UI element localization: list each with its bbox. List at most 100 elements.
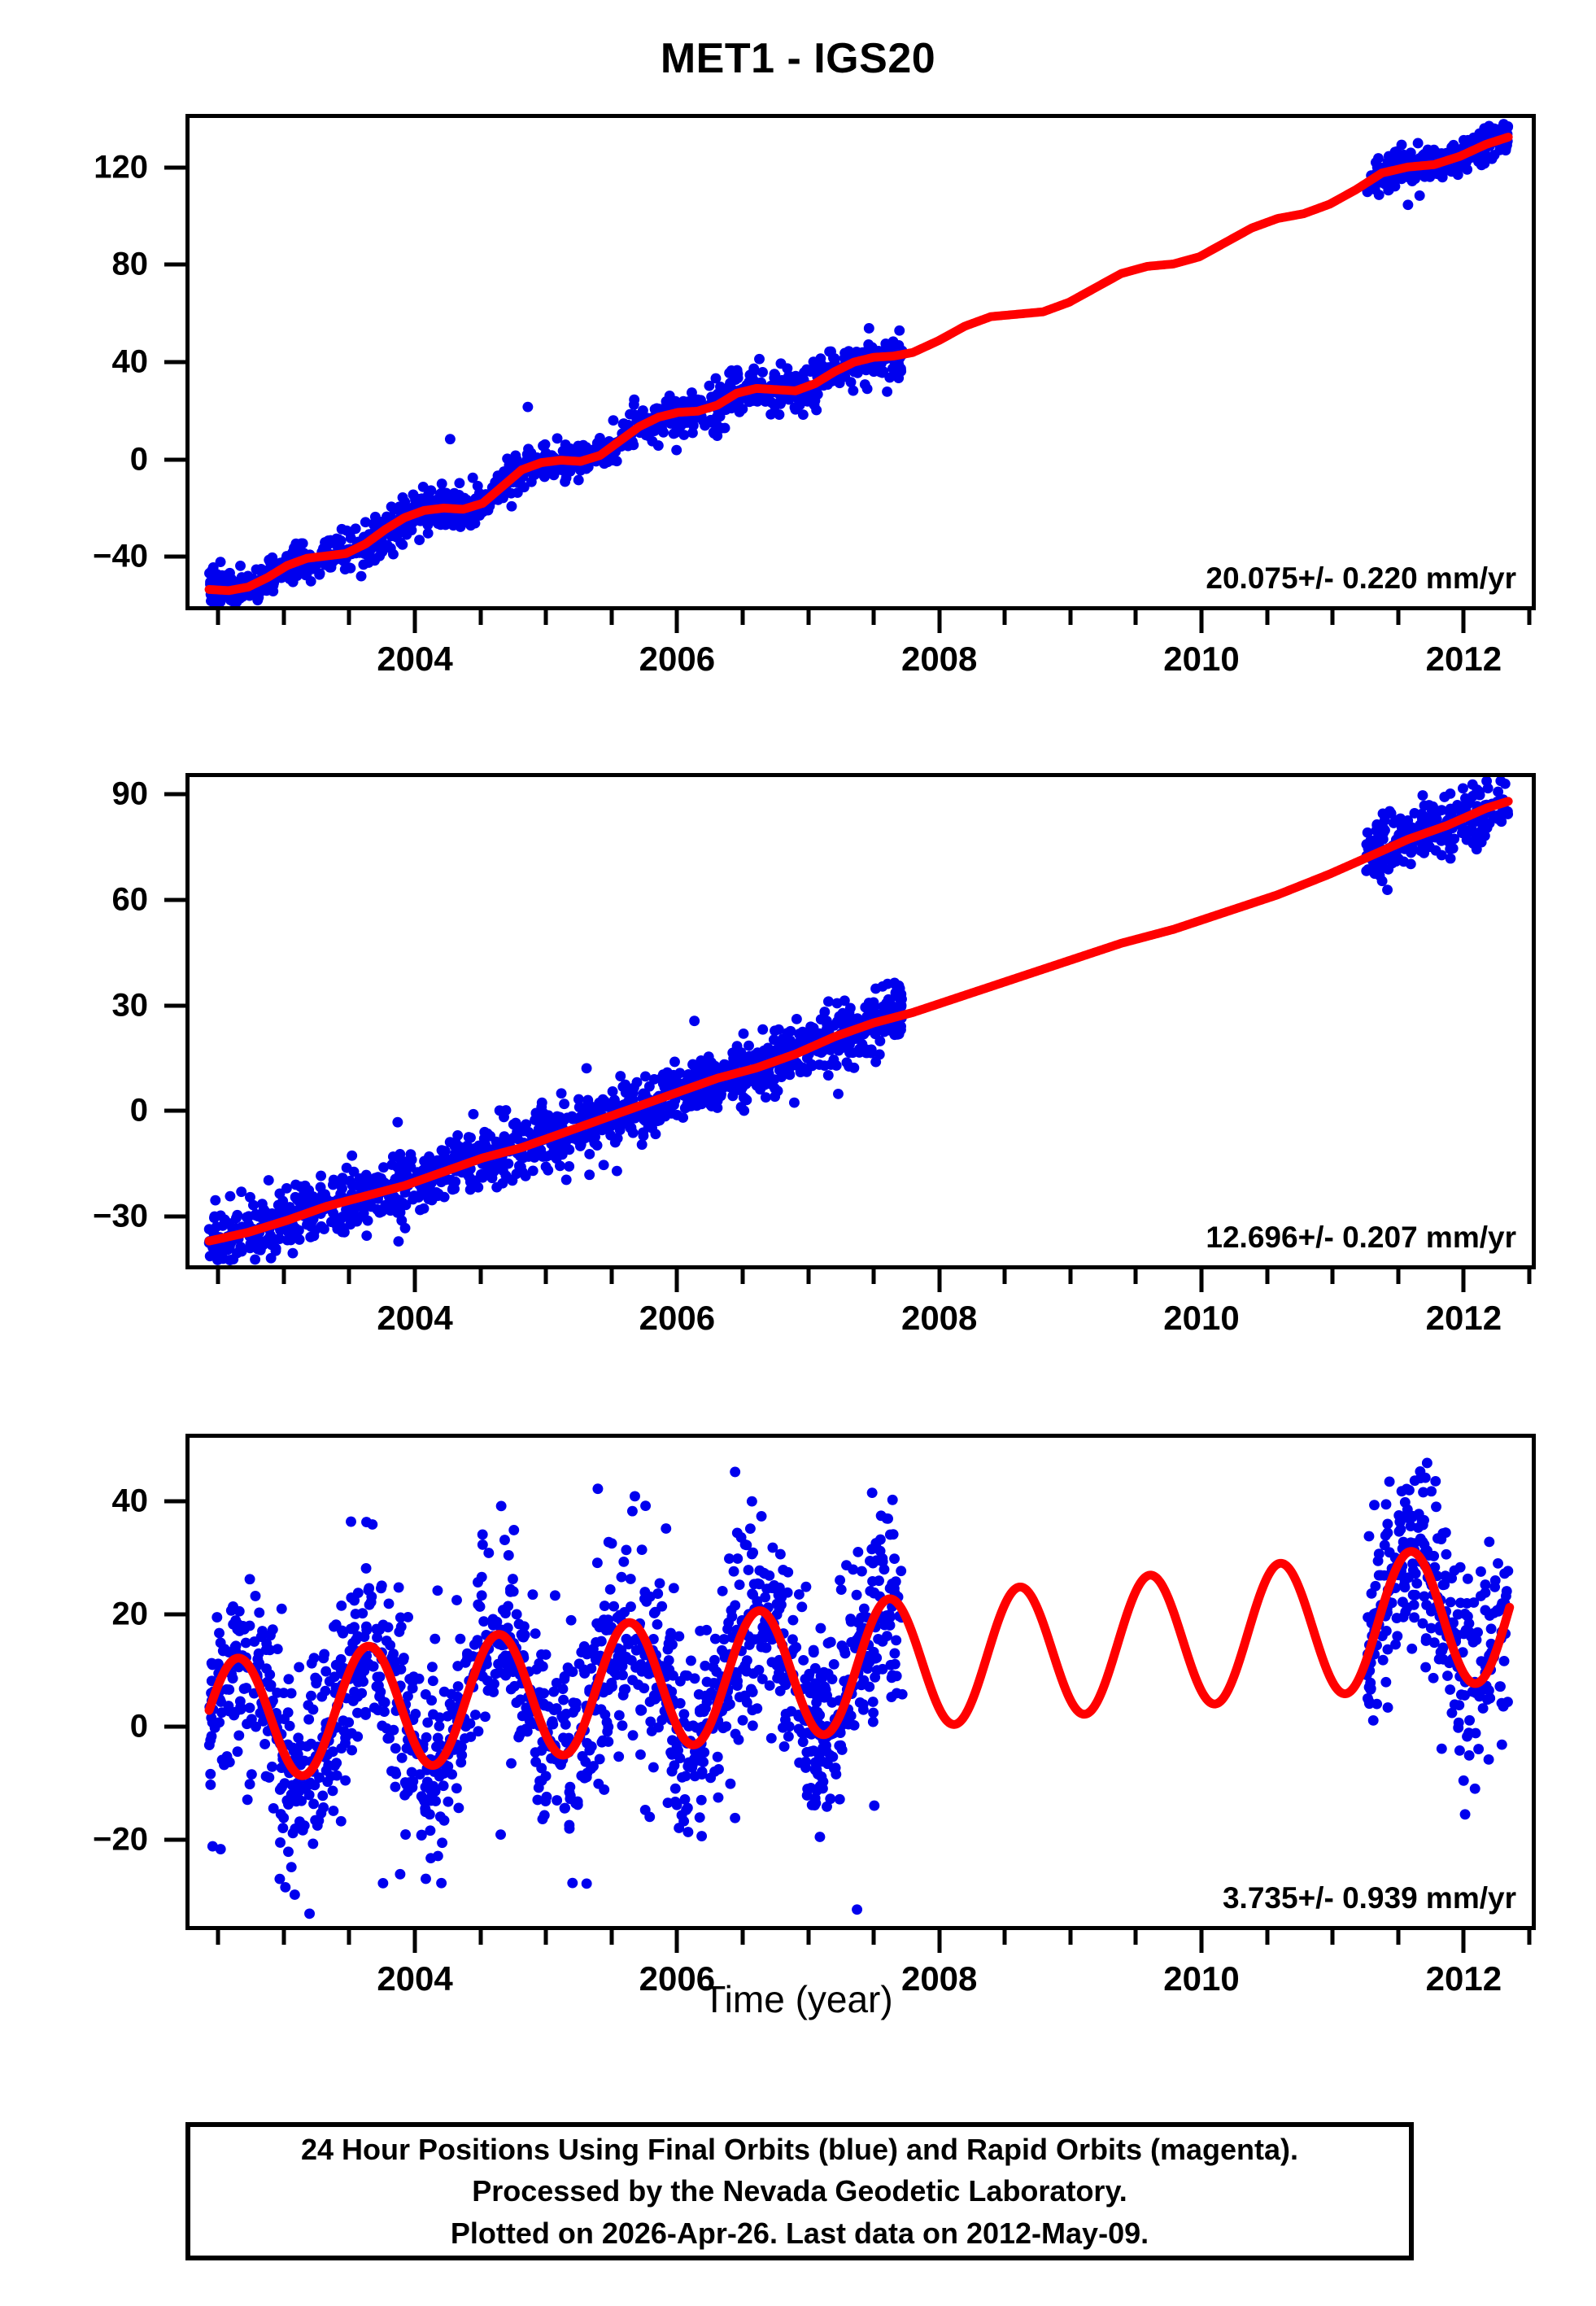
data-point xyxy=(428,1780,439,1792)
data-point xyxy=(685,1655,696,1666)
data-point xyxy=(809,362,820,373)
data-point xyxy=(661,1523,672,1534)
data-point xyxy=(814,1710,826,1721)
x-tick-mark-minor xyxy=(1396,1269,1401,1284)
data-point xyxy=(647,435,658,447)
data-point xyxy=(219,1759,229,1771)
data-point xyxy=(317,1790,329,1802)
data-point xyxy=(774,1582,785,1593)
data-point xyxy=(451,1783,462,1794)
data-point xyxy=(818,1666,830,1678)
data-point xyxy=(364,1174,376,1185)
data-point xyxy=(373,1705,384,1716)
data-point xyxy=(1475,1591,1486,1601)
data-point xyxy=(1458,1775,1469,1786)
data-point xyxy=(525,476,537,487)
data-point xyxy=(473,1599,484,1610)
data-point xyxy=(785,1025,796,1037)
data-point xyxy=(539,1688,550,1699)
data-point xyxy=(335,1178,347,1190)
data-point xyxy=(1483,1754,1494,1765)
data-point xyxy=(752,1578,764,1589)
y-tick-label: 30 xyxy=(111,987,149,1024)
data-point xyxy=(506,500,517,512)
data-point xyxy=(1420,1662,1432,1673)
data-point xyxy=(378,1162,389,1173)
data-point xyxy=(390,1173,401,1185)
data-point xyxy=(538,1108,549,1119)
data-point xyxy=(547,1719,559,1730)
data-point xyxy=(1363,864,1374,875)
data-point xyxy=(332,1223,343,1234)
data-point xyxy=(844,1047,855,1058)
data-point xyxy=(536,1762,547,1774)
data-point xyxy=(1369,1500,1380,1511)
data-point xyxy=(683,1721,695,1732)
data-point xyxy=(527,1589,539,1601)
data-point xyxy=(752,1633,764,1644)
data-point xyxy=(1412,138,1424,149)
data-point xyxy=(510,1117,521,1129)
data-point xyxy=(754,353,765,365)
data-point xyxy=(682,1671,693,1681)
data-point xyxy=(494,1105,505,1116)
data-point xyxy=(648,1112,659,1123)
data-point xyxy=(891,1635,902,1646)
y-tick-label: −20 xyxy=(93,1821,148,1858)
data-point xyxy=(1445,1684,1456,1695)
data-point xyxy=(578,1664,590,1675)
data-point xyxy=(743,1040,754,1051)
data-point xyxy=(1418,1487,1429,1498)
data-point xyxy=(747,1720,758,1732)
data-point xyxy=(268,1802,279,1814)
data-point xyxy=(878,365,889,377)
x-tick-mark-major xyxy=(937,610,942,633)
data-point xyxy=(854,1697,866,1708)
data-point xyxy=(313,1815,325,1826)
data-point xyxy=(674,1753,686,1764)
data-point xyxy=(294,1196,305,1208)
data-point xyxy=(327,1785,338,1797)
data-point xyxy=(511,454,522,465)
data-point xyxy=(775,1599,787,1610)
data-point xyxy=(383,1598,395,1609)
data-point xyxy=(568,1697,579,1708)
data-point xyxy=(346,1516,356,1527)
data-point xyxy=(591,1140,603,1151)
data-point xyxy=(1389,156,1400,168)
data-point xyxy=(603,1721,614,1732)
data-point xyxy=(548,1686,560,1697)
x-tick-mark-major xyxy=(1199,1930,1204,1953)
data-point xyxy=(343,562,355,573)
data-point xyxy=(506,1758,517,1769)
data-point xyxy=(576,1770,587,1781)
data-point xyxy=(774,1662,786,1674)
data-point xyxy=(1371,819,1383,830)
data-point xyxy=(877,981,888,992)
model-fit-line xyxy=(204,133,1513,596)
data-point xyxy=(621,1633,632,1644)
data-point xyxy=(644,1811,656,1823)
data-point xyxy=(301,1191,312,1202)
data-point xyxy=(700,1660,711,1671)
data-point xyxy=(760,1092,771,1103)
data-point xyxy=(347,1696,359,1706)
data-point xyxy=(647,1122,658,1133)
data-point xyxy=(895,1024,906,1035)
data-point xyxy=(879,1564,890,1575)
data-point xyxy=(656,1714,668,1726)
data-point xyxy=(1395,813,1406,824)
data-point xyxy=(852,1013,863,1024)
data-point xyxy=(287,576,299,587)
data-point xyxy=(244,1574,255,1585)
y-tick-label: 0 xyxy=(129,1708,148,1745)
data-point xyxy=(283,1846,294,1858)
data-point xyxy=(355,570,367,582)
data-point xyxy=(426,1662,438,1673)
data-point xyxy=(559,1098,570,1110)
data-point xyxy=(618,1556,630,1567)
x-tick-mark-minor xyxy=(478,610,483,625)
data-point xyxy=(732,373,743,383)
data-point xyxy=(1409,808,1420,819)
data-point xyxy=(719,422,730,434)
